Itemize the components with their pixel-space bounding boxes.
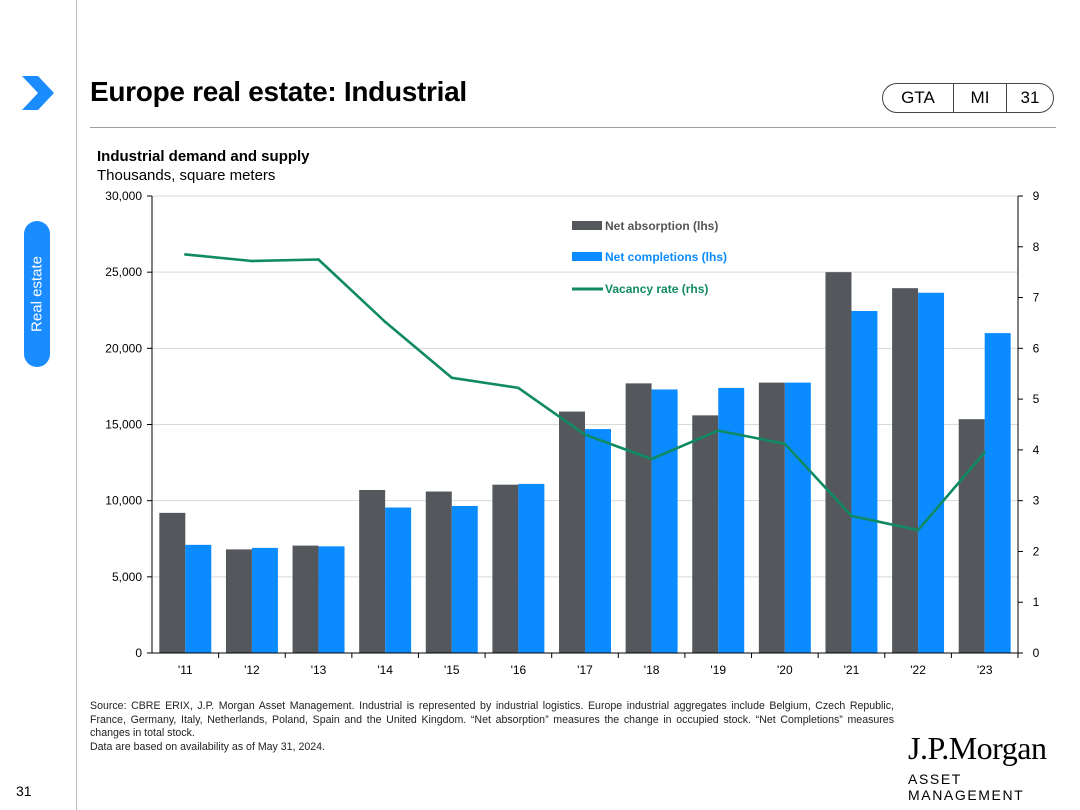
page-number: 31 (16, 783, 32, 799)
y-right-tick-label: 2 (1033, 544, 1040, 558)
badge-page: 31 (1020, 88, 1040, 107)
x-tick-label: '18 (644, 663, 660, 677)
vacancy-point (583, 433, 587, 436)
y-left-tick-label: 15,000 (105, 418, 142, 432)
vacancy-point (450, 376, 454, 380)
bar-net-absorption (958, 419, 985, 653)
x-tick-label: '14 (377, 663, 393, 677)
bar-net-completions (651, 389, 678, 653)
y-right-tick-label: 8 (1033, 240, 1040, 254)
y-right-tick-label: 3 (1033, 494, 1040, 508)
y-right-tick-label: 1 (1033, 595, 1040, 609)
legend-net-absorption-label: Net absorption (lhs) (605, 219, 718, 233)
vacancy-point (716, 429, 720, 432)
y-left-tick-label: 5,000 (112, 570, 142, 584)
chart-title: Industrial demand and supply (97, 148, 310, 165)
bar-net-completions (318, 546, 345, 653)
bar-net-absorption (559, 411, 585, 653)
bar-net-completions (585, 429, 611, 653)
y-left-tick-label: 10,000 (105, 494, 142, 508)
bar-net-completions (984, 333, 1011, 653)
bar-net-completions (185, 544, 212, 653)
chevron-right-icon (22, 76, 54, 110)
section-tab-real-estate[interactable]: Real estate (24, 221, 50, 367)
badge-gta: GTA (883, 84, 954, 112)
vacancy-point (184, 253, 187, 256)
source-text: Source: CBRE ERIX, J.P. Morgan Asset Man… (90, 700, 894, 739)
y-left-tick-label: 0 (135, 646, 142, 660)
vacancy-point (317, 258, 320, 261)
x-tick-label: '12 (244, 663, 260, 677)
legend-net-absorption-swatch (572, 221, 602, 230)
y-left-tick-label: 20,000 (105, 341, 142, 355)
data-availability-text: Data are based on availability as of May… (90, 740, 325, 753)
bar-net-completions (918, 292, 945, 653)
x-tick-label: '22 (910, 663, 926, 677)
bar-net-absorption (159, 512, 186, 653)
x-tick-label: '23 (977, 663, 993, 677)
x-tick-label: '11 (178, 663, 193, 677)
bar-net-completions (784, 382, 811, 653)
vacancy-point (850, 514, 853, 518)
bar-net-absorption (758, 382, 785, 653)
bar-net-absorption (225, 549, 252, 653)
x-tick-label: '21 (844, 663, 860, 677)
vacancy-point (383, 320, 387, 324)
y-right-tick-label: 6 (1033, 341, 1040, 355)
y-left-tick-label: 25,000 (105, 265, 142, 279)
bar-net-completions (851, 311, 878, 653)
bar-net-completions (251, 547, 278, 653)
bar-net-absorption (425, 491, 452, 653)
bar-net-absorption (625, 383, 652, 653)
vacancy-point (650, 457, 653, 461)
source-note: Source: CBRE ERIX, J.P. Morgan Asset Man… (90, 700, 894, 754)
left-divider-line (76, 0, 77, 810)
x-tick-label: '16 (511, 663, 527, 677)
legend-net-completions-swatch (572, 252, 602, 261)
x-tick-label: '17 (577, 663, 593, 677)
vacancy-point (517, 386, 520, 390)
y-right-tick-label: 9 (1033, 189, 1040, 203)
vacancy-point (983, 451, 986, 454)
title-divider (90, 127, 1056, 128)
bar-net-absorption (292, 545, 319, 653)
bar-net-absorption (892, 288, 919, 653)
vacancy-point (783, 442, 787, 446)
x-tick-label: '19 (710, 663, 726, 677)
y-right-tick-label: 7 (1033, 291, 1040, 305)
x-tick-label: '15 (444, 663, 460, 677)
bar-net-absorption (492, 484, 519, 653)
x-tick-label: '13 (311, 663, 327, 677)
bar-net-absorption (692, 415, 719, 653)
chart-subtitle: Thousands, square meters (97, 167, 276, 184)
asset-management-logo: ASSET MANAGEMENT (908, 771, 1025, 803)
y-right-tick-label: 0 (1033, 646, 1040, 660)
y-right-tick-label: 4 (1033, 443, 1040, 457)
bar-net-absorption (825, 272, 852, 653)
legend-net-completions-label: Net completions (lhs) (605, 250, 727, 264)
bar-net-completions (385, 507, 412, 653)
badge-mi: MI (954, 84, 1007, 112)
vacancy-point (916, 528, 920, 532)
legend-vacancy-rate-label: Vacancy rate (rhs) (605, 282, 708, 296)
bar-net-completions (518, 483, 545, 653)
badge-group: GTA MI 31 (882, 83, 1054, 113)
jpmorgan-logo: J.P.Morgan (908, 730, 1047, 766)
demand-supply-chart: 0 5,000 10,000 15,000 20,000 25,000 30,000 0 1 2 3… (105, 189, 1040, 677)
vacancy-point (250, 259, 254, 263)
bar-net-completions (451, 505, 478, 653)
page-title: Europe real estate: Industrial (90, 76, 467, 107)
y-right-tick-label: 5 (1033, 392, 1040, 406)
y-left-tick-label: 30,000 (105, 189, 142, 203)
bar-net-completions (718, 387, 745, 653)
bar-net-absorption (359, 490, 386, 653)
x-tick-label: '20 (777, 663, 793, 677)
